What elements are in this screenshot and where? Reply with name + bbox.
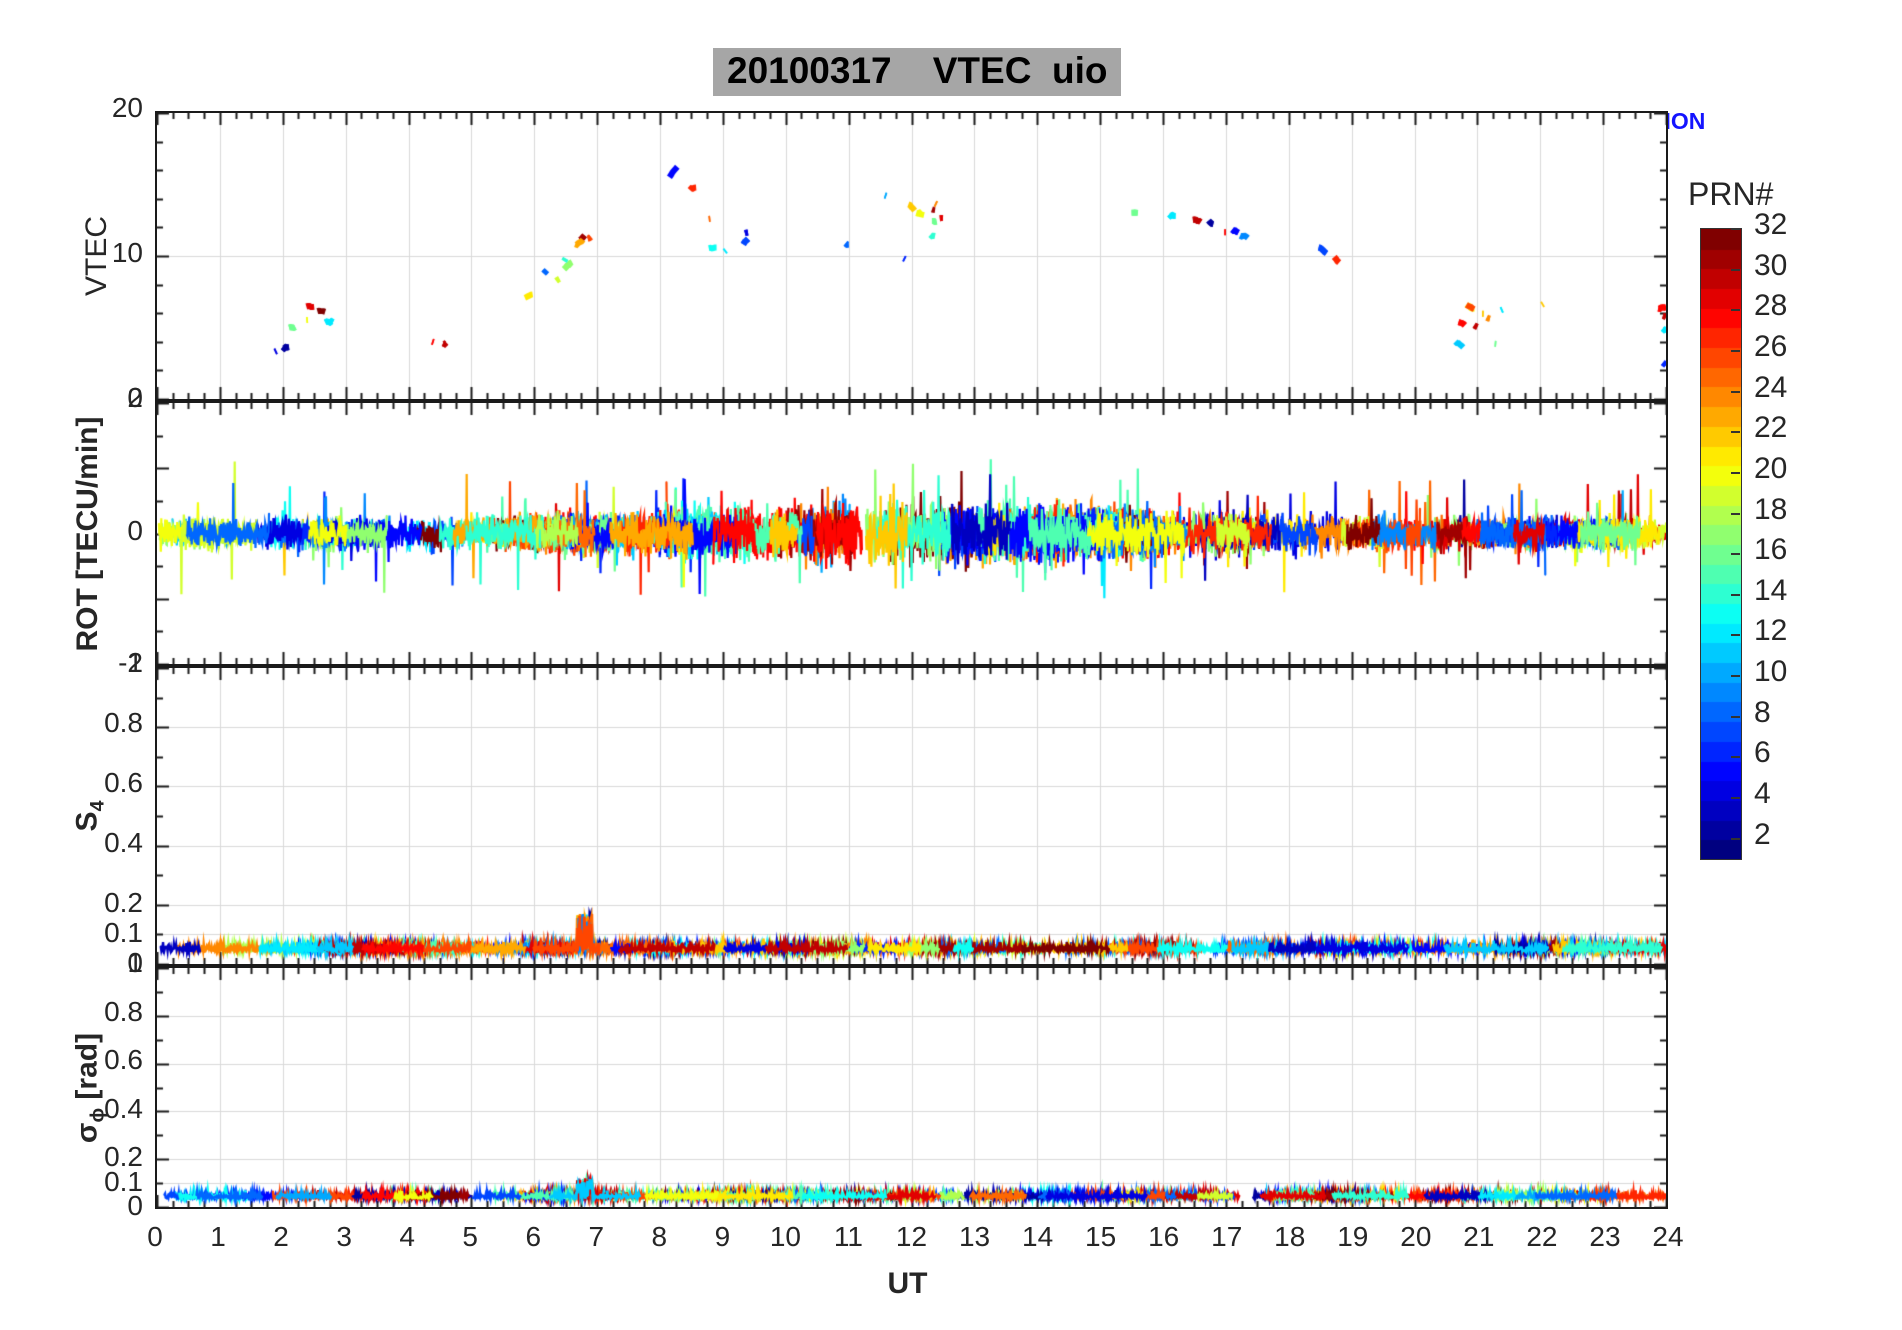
ytick-rot-0: 0 bbox=[127, 514, 143, 546]
xtick-19: 19 bbox=[1337, 1221, 1369, 1252]
colorbar-tickmark bbox=[1731, 349, 1740, 352]
xtick-20: 20 bbox=[1400, 1221, 1432, 1252]
colorbar-tick-8: 8 bbox=[1754, 695, 1771, 729]
ytick-vtec-0: 0 bbox=[127, 382, 143, 413]
colorbar-tickmark bbox=[1731, 797, 1740, 800]
xtick-15: 15 bbox=[1085, 1221, 1117, 1252]
panel-rot bbox=[155, 401, 1668, 666]
ytick-sigma-0.4: 0.4 bbox=[104, 1092, 143, 1124]
xtick-23: 23 bbox=[1589, 1221, 1621, 1252]
colorbar-tick-30: 30 bbox=[1754, 248, 1788, 282]
colorbar-tick-32: 32 bbox=[1754, 208, 1788, 241]
ytick-s4-1: 1 bbox=[127, 647, 143, 678]
ytick-rot-2: 2 bbox=[127, 382, 143, 413]
ytick-s4-0.2: 0.2 bbox=[104, 887, 143, 918]
colorbar-tick-14: 14 bbox=[1754, 573, 1788, 607]
xtick-0: 0 bbox=[147, 1221, 163, 1252]
colorbar-tickmark bbox=[1731, 228, 1740, 230]
ytick-sigma-0.8: 0.8 bbox=[104, 995, 143, 1027]
colorbar-tickmark bbox=[1731, 471, 1740, 474]
ytick-sigma-0.1: 0.1 bbox=[104, 1165, 143, 1197]
colorbar-tickmark bbox=[1731, 715, 1740, 718]
xtick-9: 9 bbox=[714, 1221, 731, 1252]
colorbar-gradient bbox=[1701, 229, 1741, 859]
colorbar-tick-4: 4 bbox=[1754, 777, 1771, 811]
panel-sigma-phi bbox=[155, 966, 1668, 1209]
ylabel-s4-sub: 4 bbox=[86, 800, 109, 812]
ytick-vtec-10: 10 bbox=[111, 237, 143, 268]
ytick-sigma-1: 1 bbox=[127, 947, 143, 978]
ytick-vtec-20: 20 bbox=[111, 92, 143, 123]
colorbar-tick-20: 20 bbox=[1754, 451, 1788, 485]
ytick-s4-0.4: 0.4 bbox=[104, 827, 143, 858]
xtick-24: 24 bbox=[1652, 1221, 1684, 1252]
xtick-16: 16 bbox=[1148, 1221, 1180, 1252]
colorbar-tick-12: 12 bbox=[1754, 614, 1788, 648]
xtick-17: 17 bbox=[1211, 1221, 1243, 1252]
colorbar-tick-6: 6 bbox=[1754, 736, 1771, 770]
xtick-1: 1 bbox=[210, 1221, 226, 1252]
colorbar-tick-26: 26 bbox=[1754, 329, 1788, 363]
ytick-s4-0.6: 0.6 bbox=[104, 767, 143, 798]
colorbar-tick-22: 22 bbox=[1754, 411, 1788, 445]
xtick-3: 3 bbox=[336, 1221, 352, 1252]
panel-rot-canvas bbox=[157, 403, 1666, 664]
colorbar-tickmark bbox=[1731, 431, 1740, 434]
xtick-22: 22 bbox=[1526, 1221, 1558, 1252]
xtick-12: 12 bbox=[895, 1221, 928, 1252]
colorbar bbox=[1700, 228, 1742, 860]
colorbar-title: PRN# bbox=[1688, 176, 1774, 212]
panel-vtec bbox=[155, 111, 1668, 401]
colorbar-tickmark bbox=[1731, 634, 1740, 637]
colorbar-tickmark bbox=[1731, 553, 1740, 556]
xtick-7: 7 bbox=[588, 1221, 605, 1252]
colorbar-tickmark bbox=[1731, 593, 1740, 596]
xtick-13: 13 bbox=[958, 1221, 991, 1252]
ytick-s4-0: 0 bbox=[127, 947, 143, 978]
xtick-18: 18 bbox=[1274, 1221, 1306, 1252]
page-title: 20100317 VTEC uio bbox=[727, 50, 1108, 91]
ytick-sigma-0.2: 0.2 bbox=[104, 1141, 143, 1173]
panel-s4 bbox=[155, 666, 1668, 966]
colorbar-tickmark bbox=[1731, 756, 1740, 759]
xlabel-ut: UT bbox=[887, 1267, 928, 1300]
xtick-4: 4 bbox=[399, 1221, 415, 1252]
ytick-sigma-0: 0 bbox=[127, 1190, 143, 1221]
xtick-11: 11 bbox=[833, 1221, 863, 1252]
colorbar-tickmark bbox=[1731, 309, 1740, 312]
panel-vtec-canvas bbox=[157, 113, 1666, 399]
figure-title-band: 20100317 VTEC uio bbox=[713, 48, 1122, 96]
colorbar-tickmark bbox=[1731, 268, 1740, 271]
panel-sigma-phi-canvas bbox=[157, 968, 1666, 1207]
xtick-6: 6 bbox=[525, 1221, 542, 1252]
panel-s4-canvas bbox=[157, 668, 1666, 964]
ylabel-sigma-main: σ bbox=[70, 1122, 104, 1143]
colorbar-tick-2: 2 bbox=[1754, 817, 1771, 851]
ytick-s4-0.8: 0.8 bbox=[104, 707, 143, 738]
colorbar-tickmark bbox=[1731, 837, 1740, 840]
xtick-10: 10 bbox=[769, 1221, 801, 1252]
colorbar-tickmark bbox=[1731, 390, 1740, 393]
xtick-8: 8 bbox=[651, 1221, 668, 1252]
xtick-21: 21 bbox=[1463, 1221, 1495, 1252]
colorbar-tick-16: 16 bbox=[1754, 533, 1788, 567]
ytick-s4-0.1: 0.1 bbox=[104, 917, 143, 948]
colorbar-tick-10: 10 bbox=[1754, 655, 1788, 689]
xtick-14: 14 bbox=[1022, 1221, 1054, 1252]
colorbar-tick-24: 24 bbox=[1754, 370, 1788, 404]
colorbar-tick-28: 28 bbox=[1754, 289, 1788, 323]
colorbar-tickmark bbox=[1731, 512, 1740, 515]
xtick-5: 5 bbox=[462, 1221, 478, 1252]
ytick-sigma-0.6: 0.6 bbox=[104, 1044, 143, 1076]
colorbar-tick-18: 18 bbox=[1754, 492, 1788, 526]
ytick-rot--2: -2 bbox=[118, 647, 143, 678]
colorbar-tickmark bbox=[1731, 675, 1740, 678]
xtick-2: 2 bbox=[273, 1221, 289, 1252]
